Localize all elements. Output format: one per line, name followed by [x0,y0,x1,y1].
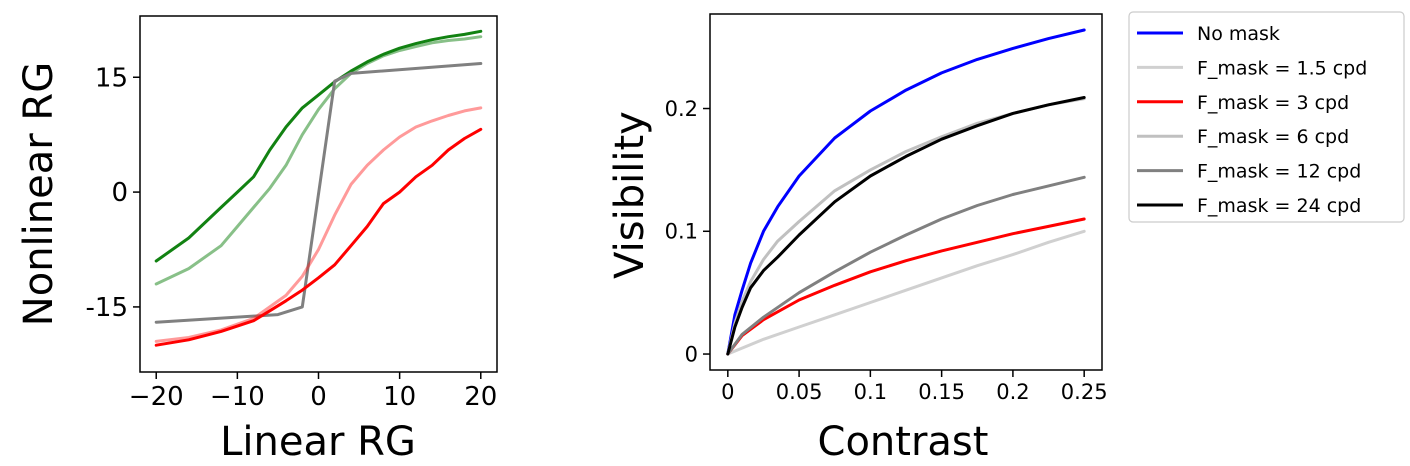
legend-label-f-mask-1-5-cpd: F_mask = 1.5 cpd [1197,57,1367,79]
right-y-axis-label: Visibility [607,111,653,279]
right-y-axis: 0 0.1 0.2 [665,97,710,366]
left-series-line-red-dark [154,127,483,347]
legend-frame [1128,11,1405,223]
right-series-line-no-mask [726,28,1086,356]
right-chart: 0 0.05 0.1 0.15 0.2 0.25 0 0.1 0.2 Contrast Vis… [607,13,1108,465]
right-x-tick-label: 0.25 [1061,380,1108,404]
right-x-tick-label: 0.15 [918,380,965,404]
right-series-line-f-mask-1-5-cpd [726,229,1086,356]
left-x-axis: −20 −10 0 10 20 [129,372,497,412]
right-y-tick-label: 0 [685,342,698,366]
left-x-tick-label: 0 [310,382,327,412]
left-x-tick-label: −10 [210,382,265,412]
right-x-axis-label: Contrast [818,419,989,465]
legend-label-f-mask-6-cpd: F_mask = 6 cpd [1197,126,1349,148]
left-series-line-red-light [154,106,483,343]
right-x-axis: 0 0.05 0.1 0.15 0.2 0.25 [721,370,1108,404]
legend-items: No mask F_mask = 1.5 cpd F_mask = 3 cpd F_m… [1137,23,1367,217]
left-x-tick-label: 10 [383,382,416,412]
right-series-line-f-mask-3-cpd [726,217,1086,356]
left-chart: −20 −10 0 10 20 -15 0 15 Linear RG Nonlinear R… [16,15,498,465]
right-series-lines [726,28,1086,356]
left-x-tick-label: −20 [129,382,184,412]
right-y-tick-label: 0.2 [665,97,698,121]
legend-label-no-mask: No mask [1197,23,1280,45]
right-x-tick-label: 0.05 [776,380,823,404]
left-y-axis-label: Nonlinear RG [16,62,62,326]
right-x-tick-label: 0.2 [996,380,1029,404]
right-series-line-f-mask-24-cpd [726,96,1086,356]
right-x-tick-label: 0.1 [854,380,887,404]
right-plot-frame [709,13,1103,371]
left-y-tick-label: 0 [111,178,128,208]
right-series-line-f-mask-6-cpd [726,97,1086,356]
left-y-axis: -15 0 15 [86,63,140,323]
left-series-line-gray [154,62,483,324]
left-y-tick-label: -15 [86,293,128,323]
legend-label-f-mask-12-cpd: F_mask = 12 cpd [1197,161,1361,183]
left-series-lines [154,29,483,347]
left-y-tick-label: 15 [95,63,128,93]
legend: No mask F_mask = 1.5 cpd F_mask = 3 cpd F_m… [1128,11,1405,223]
left-x-axis-label: Linear RG [220,419,416,465]
legend-label-f-mask-3-cpd: F_mask = 3 cpd [1197,92,1349,114]
right-series-line-f-mask-12-cpd [726,175,1086,356]
right-x-tick-label: 0 [721,380,734,404]
left-x-tick-label: 20 [464,382,497,412]
right-y-tick-label: 0.1 [665,220,698,244]
legend-label-f-mask-24-cpd: F_mask = 24 cpd [1197,195,1361,217]
